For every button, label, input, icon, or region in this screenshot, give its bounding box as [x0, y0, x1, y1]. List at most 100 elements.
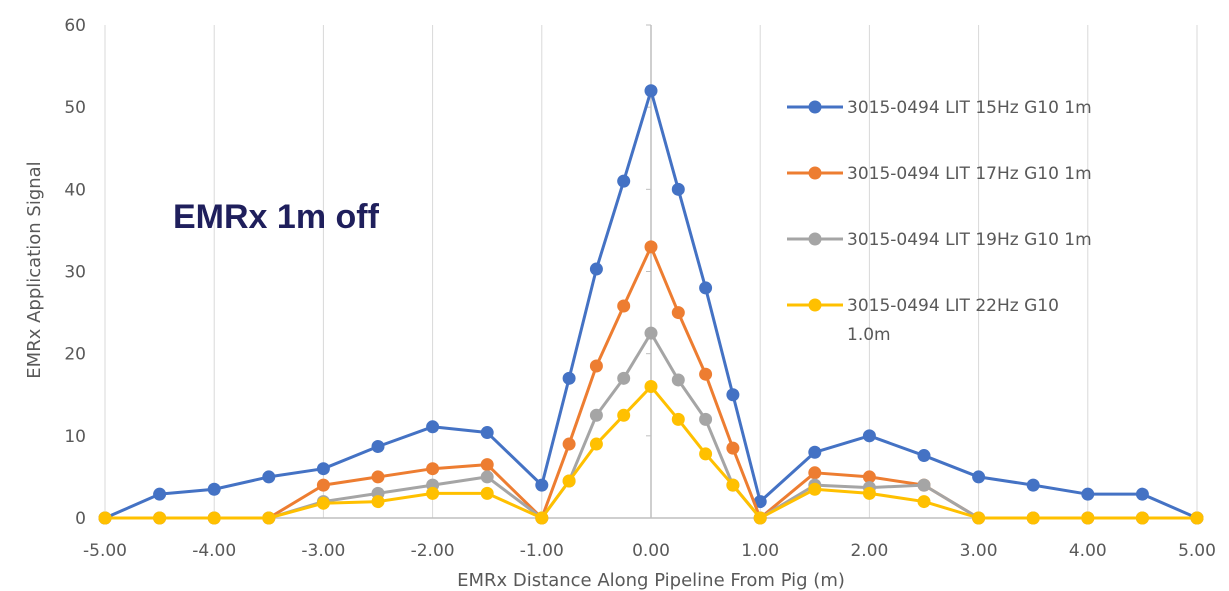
data-point-0-14 — [699, 281, 713, 295]
legend-item-0: 3015-0494 LIT 15Hz G10 1m — [787, 98, 1092, 118]
legend-label-1: 3015-0494 LIT 17Hz G10 1m — [847, 164, 1092, 184]
data-point-3-3 — [262, 511, 276, 525]
data-point-3-20 — [972, 511, 986, 525]
data-point-3-19 — [917, 495, 931, 509]
x-tick-label-3: -2.00 — [411, 541, 455, 561]
data-point-3-5 — [371, 495, 385, 509]
data-point-1-6 — [426, 462, 440, 476]
data-point-3-14 — [699, 447, 713, 461]
data-point-3-10 — [589, 437, 603, 451]
data-point-3-24 — [1190, 511, 1204, 525]
x-axis-title: EMRx Distance Along Pipeline From Pig (m… — [457, 570, 845, 591]
x-tick-label-4: -1.00 — [520, 541, 564, 561]
grid-lines — [104, 25, 1198, 518]
data-point-0-18 — [862, 429, 876, 443]
data-point-2-14 — [699, 412, 713, 426]
data-point-3-2 — [207, 511, 221, 525]
data-point-1-14 — [699, 367, 713, 381]
legend-marker-2 — [808, 232, 822, 246]
data-point-1-9 — [562, 437, 576, 451]
x-tick-label-0: -5.00 — [83, 541, 127, 561]
data-point-0-13 — [671, 182, 685, 196]
data-point-0-12 — [644, 84, 658, 98]
data-point-2-10 — [589, 408, 603, 422]
x-tick-label-10: 5.00 — [1178, 541, 1216, 561]
y-tick-label-1: 10 — [64, 427, 86, 447]
data-point-1-18 — [862, 470, 876, 484]
data-point-0-16 — [753, 495, 767, 509]
data-point-2-12 — [644, 326, 658, 340]
data-point-0-20 — [972, 470, 986, 484]
chart-annotation: EMRx 1m off — [173, 198, 380, 236]
data-point-3-15 — [726, 478, 740, 492]
data-point-2-13 — [671, 373, 685, 387]
tick-labels: -5.00 -4.00 -3.00 -2.00 -1.00 0.00 1.00 2.00 3.0… — [64, 16, 1216, 561]
data-point-0-10 — [589, 262, 603, 276]
y-tick-label-0: 0 — [75, 509, 86, 529]
x-tick-label-6: 1.00 — [741, 541, 779, 561]
legend-item-1: 3015-0494 LIT 17Hz G10 1m — [787, 164, 1092, 184]
data-point-3-12 — [644, 380, 658, 394]
data-point-0-7 — [480, 426, 494, 440]
data-point-3-4 — [316, 496, 330, 510]
data-point-0-9 — [562, 371, 576, 385]
data-point-0-5 — [371, 440, 385, 454]
data-point-0-21 — [1026, 478, 1040, 492]
data-point-3-8 — [535, 511, 549, 525]
data-point-1-12 — [644, 240, 658, 254]
data-point-3-1 — [153, 511, 167, 525]
data-point-3-7 — [480, 486, 494, 500]
legend-item-2: 3015-0494 LIT 19Hz G10 1m — [787, 230, 1092, 250]
y-tick-label-4: 40 — [64, 180, 86, 200]
data-point-3-23 — [1135, 511, 1149, 525]
legend-label-3-line1: 1.0m — [847, 325, 891, 345]
data-point-2-11 — [617, 371, 631, 385]
series-0 — [98, 84, 1204, 525]
data-point-3-11 — [617, 408, 631, 422]
legend-item-3: 3015-0494 LIT 22Hz G10 1.0m — [787, 296, 1059, 345]
data-point-3-22 — [1081, 511, 1095, 525]
data-point-2-19 — [917, 478, 931, 492]
data-point-0-22 — [1081, 487, 1095, 501]
data-point-1-7 — [480, 458, 494, 472]
data-point-3-17 — [808, 482, 822, 496]
data-point-0-15 — [726, 388, 740, 402]
data-point-3-6 — [426, 486, 440, 500]
data-point-3-16 — [753, 511, 767, 525]
legend-marker-0 — [808, 100, 822, 114]
data-point-0-2 — [207, 482, 221, 496]
data-point-3-9 — [562, 474, 576, 488]
x-tick-label-2: -3.00 — [301, 541, 345, 561]
data-point-1-10 — [589, 359, 603, 373]
series-lines — [98, 84, 1204, 525]
data-point-2-7 — [480, 470, 494, 484]
data-point-0-19 — [917, 449, 931, 463]
y-tick-label-3: 30 — [64, 263, 86, 283]
series-3 — [98, 380, 1204, 525]
y-tick-label-6: 60 — [64, 16, 86, 36]
data-point-1-15 — [726, 441, 740, 455]
x-tick-label-7: 2.00 — [850, 541, 888, 561]
data-point-3-13 — [671, 412, 685, 426]
data-point-3-18 — [862, 486, 876, 500]
data-point-3-21 — [1026, 511, 1040, 525]
y-tick-label-5: 50 — [64, 98, 86, 118]
data-point-0-4 — [316, 462, 330, 476]
data-point-0-1 — [153, 487, 167, 501]
x-tick-label-5: 0.00 — [632, 541, 670, 561]
data-point-1-4 — [316, 478, 330, 492]
data-point-0-23 — [1135, 487, 1149, 501]
data-point-1-11 — [617, 299, 631, 313]
data-point-0-17 — [808, 445, 822, 459]
data-point-0-11 — [617, 174, 631, 188]
x-tick-label-1: -4.00 — [192, 541, 236, 561]
legend-label-3: 3015-0494 LIT 22Hz G10 — [847, 296, 1059, 316]
data-point-0-3 — [262, 470, 276, 484]
legend-label-0: 3015-0494 LIT 15Hz G10 1m — [847, 98, 1092, 118]
x-tick-label-9: 4.00 — [1069, 541, 1107, 561]
data-point-0-6 — [426, 420, 440, 434]
legend-label-2: 3015-0494 LIT 19Hz G10 1m — [847, 230, 1092, 250]
data-point-3-0 — [98, 511, 112, 525]
